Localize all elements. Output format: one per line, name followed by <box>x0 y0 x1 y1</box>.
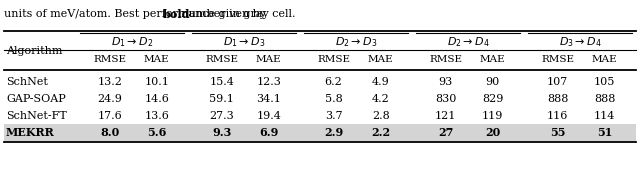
Text: MAE: MAE <box>368 55 394 64</box>
Text: $D_3 \rightarrow D_4$: $D_3 \rightarrow D_4$ <box>559 35 602 49</box>
Text: $D_1 \rightarrow D_3$: $D_1 \rightarrow D_3$ <box>223 35 265 49</box>
Text: bold: bold <box>163 9 190 20</box>
Text: RMSE: RMSE <box>205 55 238 64</box>
Text: 14.6: 14.6 <box>144 94 169 104</box>
Text: 2.9: 2.9 <box>324 127 343 138</box>
Text: 5.8: 5.8 <box>324 94 342 104</box>
Text: 119: 119 <box>482 111 503 121</box>
Text: 4.2: 4.2 <box>372 94 390 104</box>
Text: 24.9: 24.9 <box>97 94 122 104</box>
Text: 6.9: 6.9 <box>259 127 278 138</box>
Text: 9.3: 9.3 <box>212 127 231 138</box>
Text: 888: 888 <box>547 94 568 104</box>
Text: RMSE: RMSE <box>429 55 462 64</box>
Text: 6.2: 6.2 <box>324 77 342 87</box>
Text: 5.6: 5.6 <box>147 127 166 138</box>
Text: $D_2 \rightarrow D_4$: $D_2 \rightarrow D_4$ <box>447 35 490 49</box>
Text: 93: 93 <box>438 77 452 87</box>
Text: 8.0: 8.0 <box>100 127 119 138</box>
Text: 105: 105 <box>594 77 615 87</box>
Text: 27.3: 27.3 <box>209 111 234 121</box>
Text: 3.7: 3.7 <box>324 111 342 121</box>
Text: $D_1 \rightarrow D_2$: $D_1 \rightarrow D_2$ <box>111 35 153 49</box>
Text: RMSE: RMSE <box>541 55 574 64</box>
Text: MEKRR: MEKRR <box>6 127 55 138</box>
Text: units of meV/atom. Best performance given by: units of meV/atom. Best performance give… <box>4 9 269 19</box>
Text: 90: 90 <box>486 77 500 87</box>
Text: GAP-SOAP: GAP-SOAP <box>6 94 66 104</box>
Text: 10.1: 10.1 <box>144 77 169 87</box>
Text: 34.1: 34.1 <box>256 94 281 104</box>
Text: 107: 107 <box>547 77 568 87</box>
Text: 20: 20 <box>485 127 500 138</box>
Text: 2.8: 2.8 <box>372 111 390 121</box>
Text: 15.4: 15.4 <box>209 77 234 87</box>
Text: 12.3: 12.3 <box>256 77 281 87</box>
Text: 829: 829 <box>482 94 503 104</box>
Text: 830: 830 <box>435 94 456 104</box>
Text: 888: 888 <box>594 94 615 104</box>
Text: 17.6: 17.6 <box>97 111 122 121</box>
Text: MAE: MAE <box>144 55 170 64</box>
Text: 121: 121 <box>435 111 456 121</box>
Text: 116: 116 <box>547 111 568 121</box>
Text: 59.1: 59.1 <box>209 94 234 104</box>
Text: 19.4: 19.4 <box>256 111 281 121</box>
Text: MAE: MAE <box>480 55 506 64</box>
Text: 114: 114 <box>594 111 615 121</box>
Text: 2.2: 2.2 <box>371 127 390 138</box>
Text: 51: 51 <box>597 127 612 138</box>
Text: RMSE: RMSE <box>317 55 350 64</box>
Bar <box>4 124 636 141</box>
Text: 55: 55 <box>550 127 565 138</box>
Text: SchNet-FT: SchNet-FT <box>6 111 67 121</box>
Text: Algorithm: Algorithm <box>6 47 63 56</box>
Text: number in gray cell.: number in gray cell. <box>179 9 296 19</box>
Text: MAE: MAE <box>592 55 618 64</box>
Text: 13.2: 13.2 <box>97 77 122 87</box>
Text: SchNet: SchNet <box>6 77 48 87</box>
Text: 4.9: 4.9 <box>372 77 390 87</box>
Text: 13.6: 13.6 <box>144 111 169 121</box>
Text: 27: 27 <box>438 127 453 138</box>
Text: RMSE: RMSE <box>93 55 126 64</box>
Text: MAE: MAE <box>256 55 282 64</box>
Text: $D_2 \rightarrow D_3$: $D_2 \rightarrow D_3$ <box>335 35 377 49</box>
